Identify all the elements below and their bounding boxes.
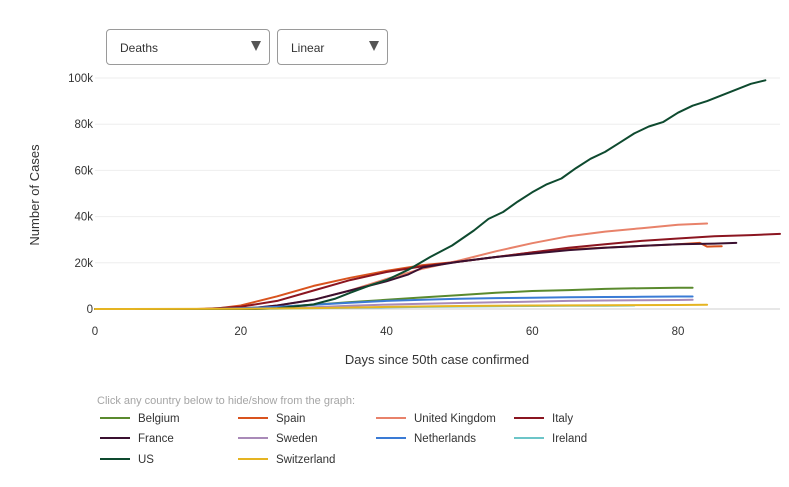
y-tick-label: 40k [74,212,93,224]
legend-label: US [138,454,154,466]
legend-label: Netherlands [414,433,477,445]
legend-label: Belgium [138,413,180,425]
y-tick-label: 60k [74,165,93,177]
legend-item-netherlands[interactable]: Netherlands [376,433,476,449]
legend-item-switzerland[interactable]: Switzerland [238,454,335,470]
scale-dropdown[interactable]: Linear [277,29,388,65]
legend-item-spain[interactable]: Spain [238,413,305,429]
chevron-down-icon [251,41,261,51]
series-line-france [94,241,738,310]
metric-dropdown[interactable]: Deaths [106,29,270,65]
legend-item-united-kingdom[interactable]: United Kingdom [376,413,496,429]
legend-swatch [514,436,544,439]
legend-swatch [100,457,130,460]
legend-swatch [376,436,406,439]
x-axis-label: Days since 50th case confirmed [345,352,529,367]
legend-label: United Kingdom [414,413,496,425]
legend-label: France [138,433,174,445]
legend-label: Italy [552,413,574,425]
legend-item-us[interactable]: US [100,454,154,470]
legend-item-belgium[interactable]: Belgium [100,413,180,429]
legend-item-ireland[interactable]: Ireland [514,433,587,449]
legend-swatch [238,416,268,419]
x-tick-label: 40 [380,326,393,338]
legend-swatch [100,436,130,439]
legend-label: Switzerland [276,454,336,466]
x-tick-label: 80 [672,326,685,338]
legend-item-italy[interactable]: Italy [514,413,573,429]
legend-item-france[interactable]: France [100,433,174,449]
series-line-switzerland [94,303,709,310]
legend-swatch [514,416,544,419]
series-line-us [94,79,767,310]
series-line-netherlands [94,295,694,310]
x-tick-label: 20 [234,326,247,338]
legend-swatch [238,436,268,439]
y-axis-label: Number of Cases [27,144,42,246]
chevron-down-icon [369,41,379,51]
scale-dropdown-value: Linear [291,41,325,55]
line-chart: 0 20k 40k 60k 80k 100k 0 20 40 60 80 Days since 50t… [27,73,781,367]
legend-label: Sweden [276,433,318,445]
legend-hint: Click any country below to hide/show fro… [97,395,356,407]
metric-dropdown-value: Deaths [120,41,159,55]
y-tick-label: 0 [87,304,93,316]
y-tick-label: 20k [74,258,93,270]
legend-swatch [100,416,130,419]
legend-label: Ireland [552,433,588,445]
legend-swatch [238,457,268,460]
y-tick-label: 100k [68,73,93,85]
y-tick-label: 80k [74,119,93,131]
legend-swatch [376,416,406,419]
legend-item-sweden[interactable]: Sweden [238,433,318,449]
x-tick-label: 0 [92,326,98,338]
legend-label: Spain [276,413,306,425]
x-tick-label: 60 [526,326,539,338]
